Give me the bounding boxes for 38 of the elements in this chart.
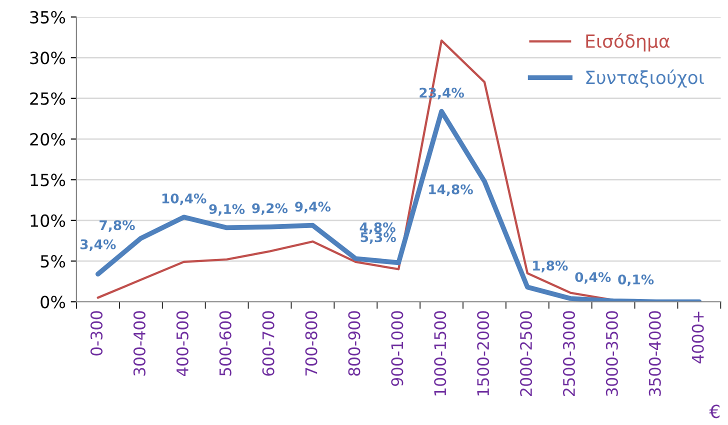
x-tick-label: 2000-2500 (520, 311, 532, 396)
data-label: 9,2% (252, 203, 288, 215)
x-tick-label: 1000-1500 (434, 311, 446, 396)
legend-label: Συνταξιούχοι (586, 70, 704, 88)
x-tick-label: 3000-3500 (606, 311, 618, 396)
y-tick-label: 5% (40, 255, 66, 268)
data-label: 0,4% (575, 272, 611, 284)
legend-label: Εισόδημα (586, 33, 670, 52)
y-tick-label: 20% (30, 133, 66, 146)
data-label: 5,3% (360, 232, 396, 244)
data-label: 7,8% (100, 220, 135, 232)
x-tick-label: 700-800 (305, 311, 318, 376)
x-tick-label: 300-400 (133, 311, 146, 376)
data-label: 3,4% (80, 239, 116, 251)
data-label: 4,8% (360, 222, 396, 234)
data-label: 9,4% (295, 202, 331, 214)
data-label: 10,4% (162, 193, 206, 206)
x-axis-title: € (709, 404, 720, 418)
x-tick-label: 800-900 (348, 311, 360, 376)
data-label: 14,8% (429, 184, 473, 196)
data-label: 9,1% (209, 204, 245, 216)
x-tick-label: 2500-3000 (562, 311, 576, 396)
y-tick-label: 0% (40, 296, 66, 308)
data-label: 0,1% (618, 274, 654, 286)
x-tick-label: 400-500 (176, 311, 188, 376)
y-tick-label: 15% (30, 174, 66, 186)
y-tick-label: 25% (30, 92, 66, 105)
y-tick-label: 10% (30, 214, 66, 227)
x-tick-label: 900-1000 (391, 311, 404, 386)
x-tick-label: 0-300 (90, 311, 103, 356)
data-label: 1,8% (533, 260, 568, 272)
y-tick-label: 30% (30, 52, 66, 64)
x-tick-label: 500-600 (219, 311, 232, 376)
x-tick-label: 1500-2000 (477, 311, 490, 396)
x-tick-label: 600-700 (262, 311, 274, 376)
y-tick-label: 35% (30, 10, 66, 24)
x-tick-label: 4000+ (692, 312, 704, 364)
x-tick-label: 3500-4000 (648, 311, 661, 396)
